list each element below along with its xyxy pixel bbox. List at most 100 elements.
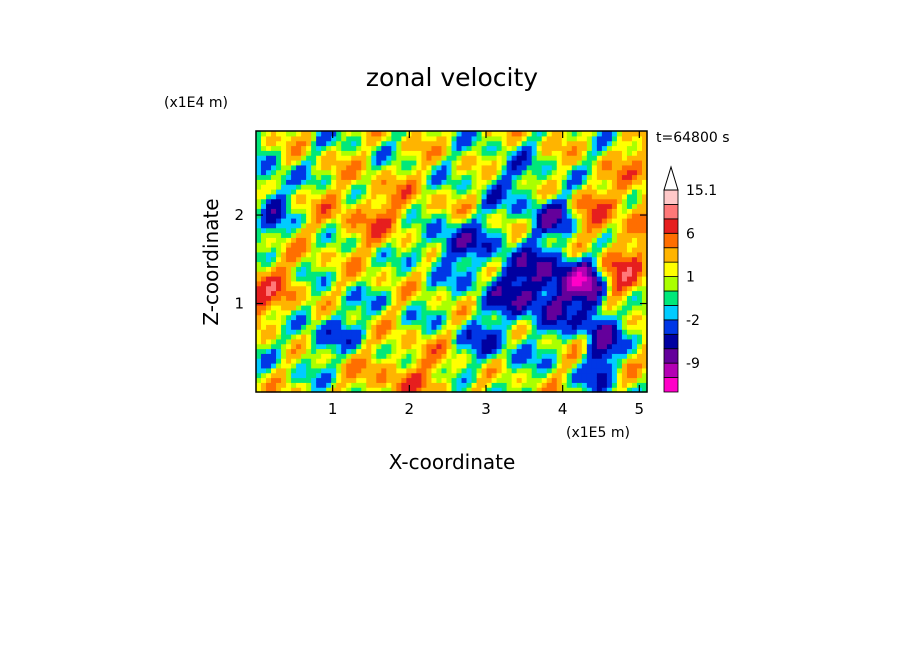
contour-cell	[611, 271, 618, 277]
contour-cell	[381, 242, 387, 248]
contour-cell	[301, 338, 307, 345]
contour-cell	[411, 145, 418, 151]
contour-cell	[411, 271, 418, 277]
contour-cell	[541, 251, 548, 258]
contour-cell	[501, 208, 508, 214]
contour-cell	[516, 276, 523, 282]
contour-cell	[461, 266, 468, 272]
contour-cell	[636, 305, 643, 311]
contour-cell	[516, 251, 523, 258]
contour-cell	[626, 329, 633, 335]
contour-cell	[546, 271, 553, 277]
contour-cell	[546, 290, 553, 296]
contour-cell	[371, 305, 377, 311]
contour-cell	[606, 131, 613, 137]
contour-cell	[341, 222, 347, 229]
contour-cell	[381, 135, 387, 142]
contour-cell	[516, 203, 523, 209]
contour-cell	[506, 208, 513, 214]
contour-cell	[401, 271, 407, 277]
contour-cell	[386, 300, 392, 306]
contour-cell	[401, 309, 407, 316]
contour-cell	[411, 251, 418, 258]
contour-cell	[501, 203, 508, 209]
contour-cell	[586, 193, 593, 200]
contour-cell	[491, 271, 498, 277]
contour-cell	[261, 319, 267, 325]
contour-cell	[581, 309, 588, 316]
contour-cell	[321, 237, 327, 243]
contour-cell	[596, 251, 603, 258]
contour-cell	[451, 314, 458, 321]
contour-cell	[501, 387, 508, 393]
contour-cell	[326, 179, 332, 185]
contour-cell	[606, 329, 613, 335]
contour-cell	[381, 338, 387, 345]
contour-cell	[636, 135, 643, 142]
contour-cell	[316, 155, 322, 161]
contour-cell	[461, 247, 468, 253]
contour-cell	[341, 300, 347, 306]
contour-cell	[281, 314, 287, 321]
contour-cell	[366, 135, 372, 142]
contour-cell	[431, 247, 438, 253]
contour-cell	[346, 203, 352, 209]
contour-cell	[511, 353, 518, 359]
contour-cell	[446, 343, 453, 350]
contour-cell	[461, 358, 468, 364]
contour-cell	[501, 256, 508, 263]
contour-cell	[386, 160, 392, 166]
contour-cell	[556, 338, 563, 345]
contour-cell	[261, 203, 267, 209]
contour-cell	[376, 218, 382, 224]
contour-cell	[266, 280, 272, 287]
contour-cell	[586, 213, 593, 219]
contour-cell	[541, 135, 548, 142]
contour-cell	[521, 343, 528, 350]
contour-cell	[566, 300, 573, 306]
contour-cell	[406, 348, 412, 354]
contour-cell	[571, 179, 578, 185]
contour-cell	[266, 184, 272, 190]
contour-cell	[461, 309, 468, 316]
contour-cell	[436, 372, 443, 379]
contour-cell	[301, 193, 307, 200]
contour-cell	[351, 203, 357, 209]
contour-cell	[581, 227, 588, 234]
contour-cell	[406, 353, 412, 359]
contour-cell	[326, 353, 332, 359]
contour-cell	[451, 150, 458, 156]
contour-cell	[481, 309, 488, 316]
contour-cell	[406, 213, 412, 219]
contour-cell	[621, 348, 628, 354]
contour-cell	[601, 285, 608, 292]
contour-cell	[596, 314, 603, 321]
contour-cell	[336, 319, 342, 325]
contour-cell	[336, 160, 342, 166]
contour-cell	[291, 329, 297, 335]
contour-cell	[326, 232, 332, 238]
contour-cell	[561, 276, 568, 282]
contour-cell	[491, 237, 498, 243]
contour-cell	[386, 372, 392, 379]
contour-cell	[501, 169, 508, 176]
contour-cell	[636, 155, 643, 161]
contour-cell	[486, 135, 493, 142]
contour-cell	[466, 222, 473, 229]
contour-cell	[586, 377, 593, 383]
contour-cell	[441, 324, 448, 330]
contour-cell	[561, 213, 568, 219]
contour-cell	[641, 174, 648, 180]
contour-cell	[631, 155, 638, 161]
contour-cell	[516, 184, 523, 190]
contour-cell	[446, 160, 453, 166]
contour-cell	[611, 261, 618, 267]
contour-cell	[291, 251, 297, 258]
contour-cell	[601, 198, 608, 205]
contour-cell	[336, 184, 342, 190]
contour-cell	[531, 145, 538, 151]
contour-cell	[426, 174, 433, 180]
contour-cell	[401, 189, 407, 195]
contour-cell	[511, 343, 518, 350]
contour-cell	[441, 382, 448, 388]
